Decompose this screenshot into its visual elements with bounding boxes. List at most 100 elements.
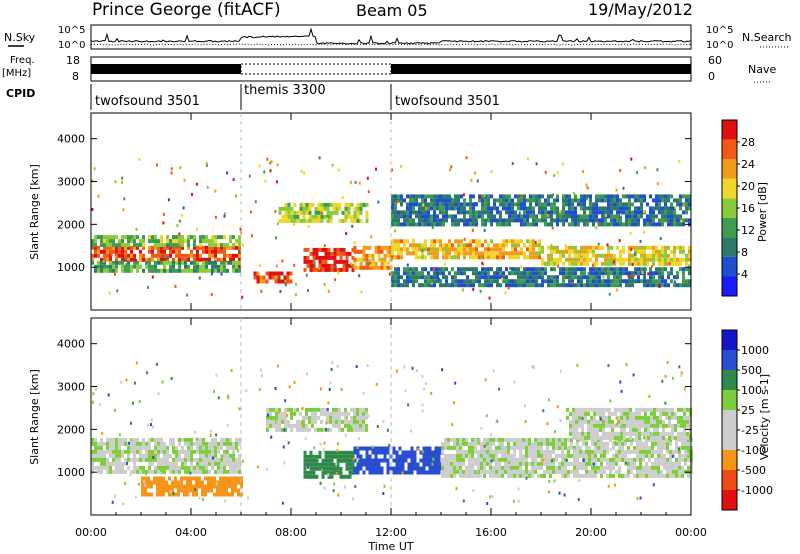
heatmap-cell [567, 445, 570, 450]
heatmap-cell [336, 462, 340, 467]
heatmap-cell [636, 465, 639, 470]
heatmap-cell [351, 462, 355, 467]
heatmap-cell [186, 476, 189, 481]
heatmap-cell [463, 198, 466, 203]
heatmap-cell [585, 453, 588, 458]
heatmap-cell [474, 445, 477, 450]
heatmap-cell [478, 210, 481, 215]
heatmap-cell [513, 437, 516, 442]
heatmap-cell [682, 279, 685, 284]
heatmap-cell [136, 264, 139, 269]
heatmap-cell [469, 251, 472, 256]
heatmap-cell [608, 292, 611, 296]
heatmap-cell [661, 379, 664, 383]
heatmap-cell [576, 461, 579, 466]
heatmap-cell [169, 461, 172, 466]
heatmap-cell [614, 407, 617, 412]
heatmap-cell [664, 267, 667, 272]
heatmap-cell [520, 198, 523, 203]
heatmap-cell [178, 219, 181, 223]
heatmap-cell [208, 253, 211, 258]
heatmap-cell [451, 202, 454, 207]
heatmap-cell [170, 377, 173, 380]
heatmap-cell [338, 419, 341, 424]
heatmap-cell [305, 407, 308, 412]
heatmap-cell [133, 437, 136, 442]
heatmap-cell [278, 411, 281, 416]
heatmap-cell [419, 458, 423, 463]
heatmap-cell [172, 457, 175, 462]
heatmap-cell [457, 267, 460, 272]
heatmap-cell [181, 268, 184, 273]
heatmap-cell [153, 476, 156, 481]
heatmap-cell [323, 244, 326, 247]
heatmap-cell [636, 497, 639, 501]
heatmap-cell [475, 251, 478, 256]
heatmap-cell [538, 243, 541, 248]
heatmap-cell [568, 222, 571, 227]
heatmap-cell [235, 253, 238, 258]
heatmap-cell [309, 454, 313, 459]
heatmap-cell [136, 245, 139, 250]
heatmap-cell [666, 465, 669, 470]
heatmap-cell [664, 245, 667, 250]
heatmap-cell [225, 480, 228, 485]
heatmap-cell [353, 419, 356, 424]
heatmap-cell [592, 462, 595, 466]
heatmap-cell [347, 206, 351, 211]
heatmap-cell [213, 480, 216, 485]
heatmap-cell [582, 465, 585, 470]
heatmap-cell [166, 260, 169, 265]
heatmap-cell [275, 415, 278, 420]
heatmap-cell [383, 261, 387, 266]
heatmap-cell [146, 285, 149, 289]
heatmap-cell [178, 253, 181, 258]
heatmap-cell [256, 275, 260, 280]
heatmap-cell [106, 441, 109, 446]
heatmap-cell [210, 480, 213, 485]
heatmap-cell [519, 469, 522, 474]
heatmap-cell [638, 423, 641, 428]
heatmap-cell [147, 423, 149, 427]
heatmap-cell [403, 210, 406, 215]
heatmap-cell [681, 469, 684, 474]
heatmap-cell [653, 419, 656, 424]
heatmap-cell [534, 469, 537, 474]
heatmap-cell [517, 271, 520, 276]
heatmap-cell [275, 427, 278, 432]
heatmap-cell [115, 469, 118, 474]
heatmap-cell [529, 279, 532, 284]
heatmap-cell [589, 198, 592, 203]
heatmap-cell [501, 453, 504, 458]
heatmap-cell [91, 239, 94, 244]
heatmap-cell [444, 461, 447, 466]
heatmap-cell [513, 453, 516, 458]
heatmap-cell [673, 261, 676, 266]
heatmap-cell [136, 243, 139, 248]
heatmap-cell [394, 210, 397, 215]
heatmap-cell [667, 210, 670, 215]
heatmap-cell [507, 441, 510, 446]
heatmap-cell [318, 156, 321, 160]
heatmap-cell [284, 202, 288, 207]
heatmap-cell [100, 465, 103, 470]
heatmap-cell [231, 492, 234, 497]
heatmap-cell [580, 194, 583, 199]
heatmap-cell [91, 257, 94, 262]
heatmap-cell [199, 461, 202, 466]
heatmap-cell [219, 484, 222, 489]
heatmap-cell [433, 271, 436, 276]
heatmap-cell [160, 461, 163, 466]
heatmap-cell [237, 492, 240, 497]
heatmap-cell [433, 214, 436, 219]
heatmap-cell [534, 465, 537, 470]
heatmap-cell [205, 441, 208, 446]
heatmap-cell [591, 453, 594, 458]
heatmap-cell [595, 198, 598, 203]
heatmap-cell [685, 194, 688, 199]
heatmap-cell [586, 206, 589, 211]
heatmap-cell [648, 465, 651, 470]
heatmap-cell [684, 445, 687, 450]
heatmap-cell [472, 194, 475, 199]
heatmap-cell [439, 202, 442, 207]
